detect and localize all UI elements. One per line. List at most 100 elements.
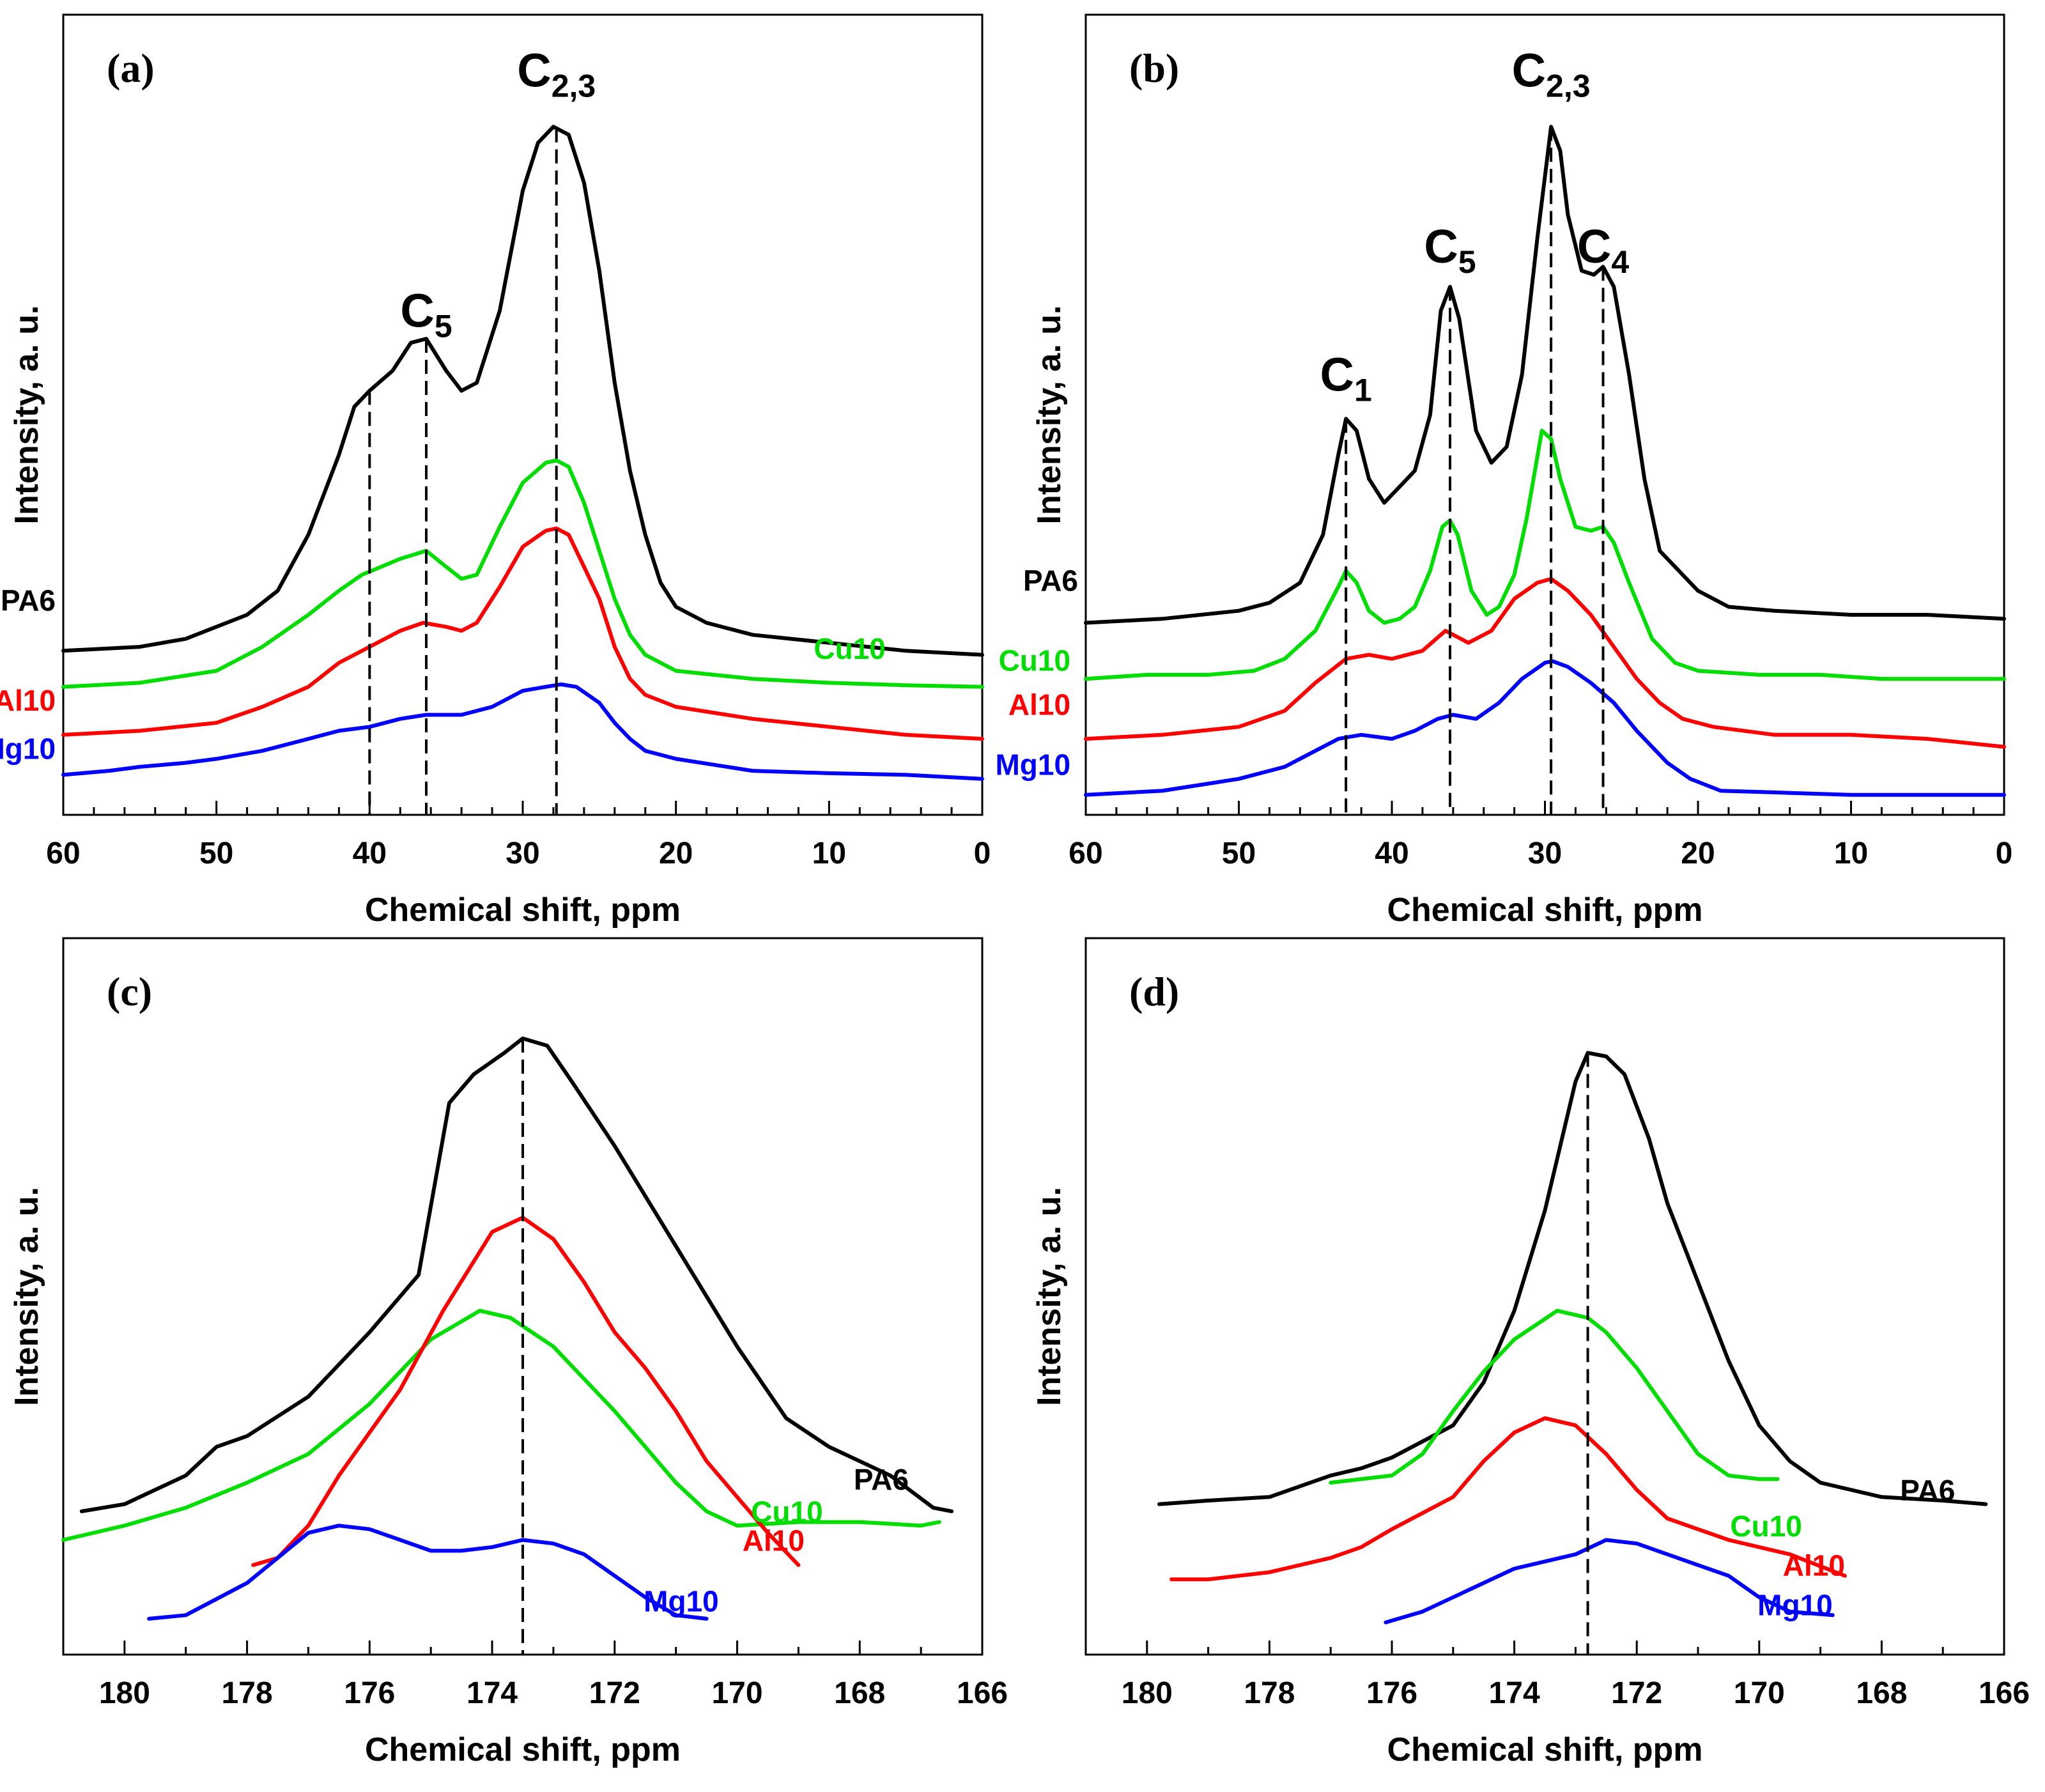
panel-c-pa6-curve [79, 1036, 954, 1513]
panel-b-cu10-label: Cu10 [999, 644, 1070, 677]
panel-a-peak-label-main: C [517, 44, 551, 97]
panel-c-al10-curve [251, 1216, 801, 1567]
panel-a-tick-label: 60 [46, 837, 80, 870]
panel-d-tick-label: 174 [1489, 1676, 1540, 1710]
panel-a-cu10-label: Cu10 [814, 632, 885, 665]
panel-b-cu10-curve [1084, 429, 2006, 681]
panel-b-tick-label: 60 [1069, 837, 1102, 870]
panel-d-tick-label: 178 [1244, 1676, 1295, 1710]
panel-c-tick-label: 178 [222, 1676, 273, 1710]
panel-a-mg10-label: Mg10 [0, 732, 56, 765]
panel-a-tick-label: 0 [974, 837, 991, 870]
panel-c-tick-label: 180 [99, 1676, 150, 1710]
panel-d-y-axis-title: Intensity, a. u. [1031, 1187, 1068, 1406]
panel-b-al10-label: Al10 [1008, 688, 1070, 722]
panel-b-mg10-label: Mg10 [995, 748, 1070, 781]
panel-d-tick-label: 168 [1856, 1676, 1907, 1710]
panel-b-peak-label-subscript: 5 [1458, 244, 1476, 280]
panel-b-peak-label-subscript: 1 [1354, 372, 1372, 408]
panel-b-tick-label: 30 [1528, 837, 1562, 870]
panel-b-peak-label-c4: C4 [1577, 220, 1629, 280]
panel-c-al10-label: Al10 [743, 1524, 805, 1557]
panel-a-tick-label: 40 [353, 837, 387, 870]
panel-c-x-axis-title: Chemical shift, ppm [365, 1731, 681, 1768]
panel-b-pa6-label: PA6 [1023, 564, 1078, 597]
panel-d-letter: (d) [1129, 969, 1179, 1014]
panel-d-cu10-label: Cu10 [1730, 1510, 1802, 1543]
panel-a-x-axis-title: Chemical shift, ppm [365, 892, 681, 929]
panel-c-cu10-label: Cu10 [751, 1495, 822, 1529]
panel-c-cu10-curve [61, 1308, 941, 1542]
panel-b-tick-label: 50 [1222, 837, 1256, 870]
panel-d-cu10-curve [1329, 1308, 1780, 1485]
panel-b-tick-label: 20 [1681, 837, 1715, 870]
panel-c-tick-label: 168 [834, 1676, 885, 1710]
panel-d-plot-frame [1084, 937, 2005, 1656]
panel-b: (b) 60 50 40 30 20 10 0 Chemical shift, ppm Inten… [995, 13, 2013, 929]
panel-c-pa6-label: PA6 [854, 1463, 909, 1496]
panel-c: (c) 180 178 176 174 172 170 168 166 Chemical shif… [8, 937, 1008, 1768]
panel-a-letter: (a) [107, 45, 155, 91]
panel-b-tick-label: 0 [1996, 837, 2013, 870]
panel-d-pa6-label: PA6 [1900, 1474, 1955, 1507]
panel-b-peak-label-c5: C5 [1424, 220, 1476, 280]
panel-d-al10-curve [1169, 1416, 1847, 1582]
panel-a-al10-curve [61, 526, 984, 741]
panel-a-pa6-label: PA6 [1, 584, 56, 617]
panel-b-peak-label-main: C [1512, 44, 1546, 97]
panel-c-mg10-label: Mg10 [644, 1585, 719, 1618]
panel-c-tick-label: 172 [589, 1676, 640, 1710]
panel-d-tick-label: 166 [1979, 1676, 2030, 1710]
panel-b-plot-frame [1084, 13, 2005, 816]
panel-d-tick-label: 176 [1366, 1676, 1417, 1710]
panel-b-x-axis-title: Chemical shift, ppm [1387, 892, 1702, 929]
panel-a-tick-label: 10 [812, 837, 846, 870]
panel-d-al10-label: Al10 [1783, 1549, 1845, 1582]
panel-c-tick-label: 174 [467, 1676, 518, 1710]
panel-a-tick-label: 20 [659, 837, 693, 870]
panel-b-y-axis-title: Intensity, a. u. [1031, 305, 1068, 525]
panel-c-tick-label: 166 [957, 1676, 1008, 1710]
panel-b-letter: (b) [1129, 45, 1179, 91]
panel-a-peak-label-subscript: 5 [435, 308, 452, 344]
panel-a-peak-label-subscript: 2,3 [552, 68, 596, 104]
panel-d: (d) 180 178 176 174 172 170 168 166 Chemical shif… [1031, 937, 2030, 1768]
panel-b-peak-label-c1: C1 [1320, 348, 1372, 408]
panel-d-tick-label: 170 [1734, 1676, 1785, 1710]
panel-b-peak-label-c23: C2,3 [1512, 44, 1591, 104]
panel-c-tick-label: 176 [344, 1676, 395, 1710]
panel-b-peak-label-subscript: 4 [1611, 244, 1629, 280]
panel-b-mg10-curve [1084, 659, 2006, 797]
panel-a-pa6-curve [61, 125, 984, 657]
panel-a-peak-label-c23: C2,3 [517, 44, 596, 104]
panel-a-tick-label: 50 [199, 837, 233, 870]
panel-c-letter: (c) [107, 969, 152, 1014]
panel-d-x-axis-title: Chemical shift, ppm [1387, 1731, 1702, 1768]
panel-a-peak-label-c5: C5 [400, 284, 452, 344]
panel-b-peak-label-main: C [1320, 348, 1354, 401]
panel-a-tick-label: 30 [505, 837, 539, 870]
panel-a-y-axis-title: Intensity, a. u. [8, 305, 45, 525]
panel-a-mg10-curve [61, 682, 984, 781]
panel-a-cu10-curve [61, 458, 984, 689]
panel-b-peak-label-main: C [1424, 220, 1458, 273]
panel-c-y-axis-title: Intensity, a. u. [8, 1187, 45, 1406]
panel-d-mg10-label: Mg10 [1757, 1588, 1833, 1621]
panel-b-pa6-curve [1084, 125, 2006, 625]
panel-a-al10-label: Al10 [0, 684, 56, 717]
panel-c-mg10-curve [147, 1524, 709, 1621]
panel-c-tick-label: 170 [711, 1676, 762, 1710]
panel-d-mg10-curve [1384, 1538, 1835, 1625]
panel-b-tick-label: 40 [1375, 837, 1408, 870]
panel-a-peak-label-main: C [400, 284, 434, 337]
panel-d-tick-label: 172 [1611, 1676, 1662, 1710]
panel-a-plot-frame [62, 13, 984, 816]
panel-b-al10-curve [1084, 576, 2006, 749]
panel-a: (a) 60 50 40 30 20 10 0 Chemical shift, ppm Inten… [0, 13, 991, 929]
panel-b-peak-label-main: C [1577, 220, 1611, 273]
panel-b-tick-label: 10 [1834, 837, 1868, 870]
panel-d-tick-label: 180 [1122, 1676, 1173, 1710]
panel-d-pa6-curve [1157, 1051, 1988, 1506]
panel-b-peak-label-subscript: 2,3 [1546, 68, 1591, 104]
